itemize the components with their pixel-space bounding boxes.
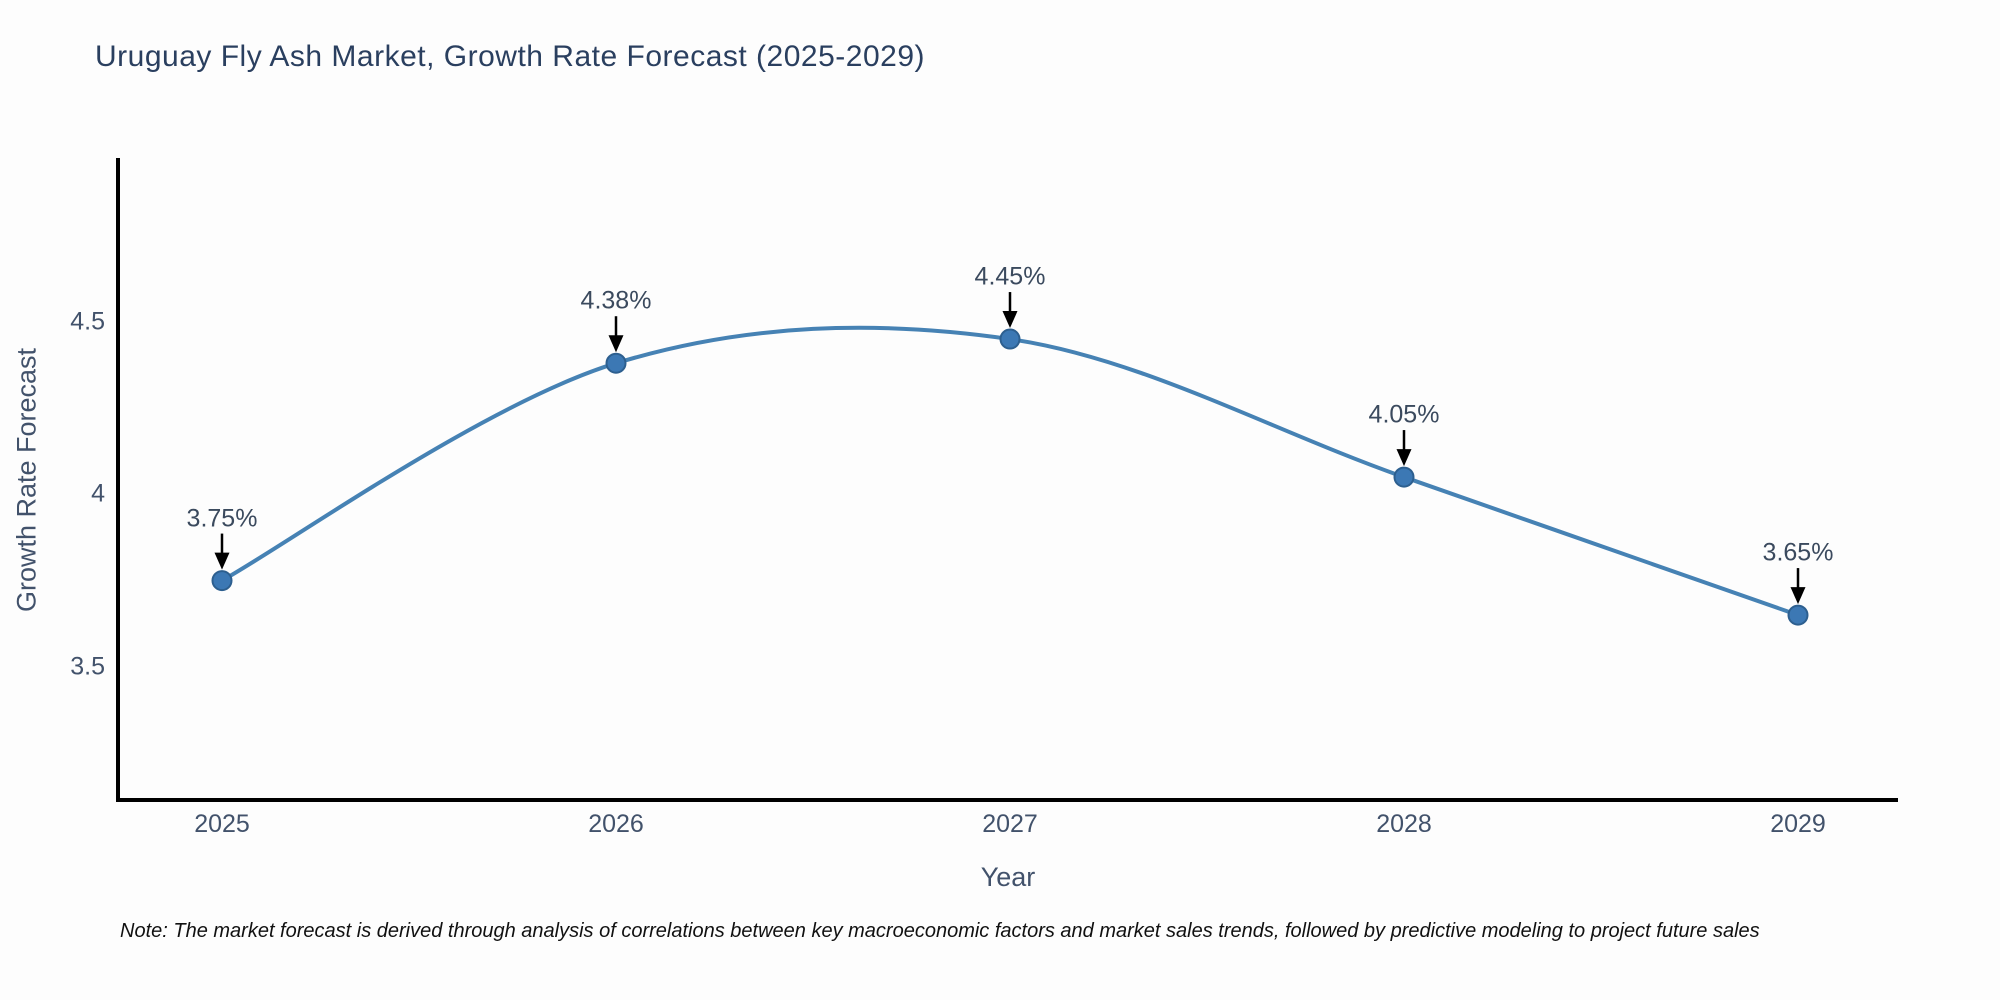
y-tick-4.5: 4.5 <box>70 307 105 336</box>
x-axis-title: Year <box>980 862 1036 892</box>
data-point-2025 <box>211 570 233 592</box>
y-tick-4: 4 <box>91 479 105 508</box>
x-tick-2025: 2025 <box>194 810 250 838</box>
annotation-arrowhead-icon <box>1790 587 1806 605</box>
x-tick-2028: 2028 <box>1376 810 1432 838</box>
point-label-2026: 4.38% <box>580 286 652 315</box>
point-label-2029: 3.65% <box>1762 538 1834 567</box>
footnote: Note: The market forecast is derived thr… <box>120 920 1760 942</box>
y-axis-title: Growth Rate Forecast <box>11 347 42 613</box>
x-tick-2027: 2027 <box>982 810 1038 838</box>
x-tick-2029: 2029 <box>1770 810 1826 838</box>
data-point-2026 <box>605 352 627 374</box>
data-point-2027 <box>999 328 1021 350</box>
annotation-arrowhead-icon <box>1396 449 1412 467</box>
forecast-line <box>220 325 1800 618</box>
x-tick-2026: 2026 <box>588 810 644 838</box>
annotation-arrowhead-icon <box>214 552 230 570</box>
point-label-2028: 4.05% <box>1368 400 1440 429</box>
y-tick-3.5: 3.5 <box>70 652 105 681</box>
point-label-2027: 4.45% <box>974 262 1046 291</box>
annotation-arrowhead-icon <box>608 335 624 353</box>
annotation-arrowhead-icon <box>1002 311 1018 329</box>
data-point-2028 <box>1393 466 1415 488</box>
data-point-2029 <box>1787 604 1809 626</box>
chart-title: Uruguay Fly Ash Market, Growth Rate Fore… <box>95 40 926 73</box>
point-label-2025: 3.75% <box>186 504 258 533</box>
